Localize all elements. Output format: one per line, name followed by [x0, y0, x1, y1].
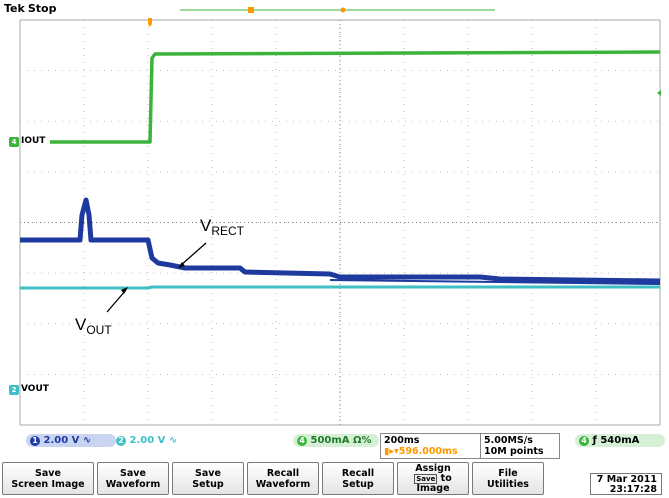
waveform-display — [19, 7, 661, 426]
assign-to: to — [440, 472, 452, 484]
recall-waveform-button[interactable]: Recall Waveform — [247, 462, 319, 495]
ch1-scale: 2.00 V — [43, 435, 80, 446]
ch4-scale-readout[interactable]: 4 500mA Ω% — [293, 434, 379, 447]
ch1-badge: 1 — [30, 436, 40, 446]
trigger-level-marker — [657, 90, 661, 96]
sample-rate: 5.00MS/s — [484, 435, 533, 446]
save-key-icon: Save — [414, 473, 438, 484]
graticule-grid — [19, 19, 661, 426]
recall-setup-line2: Setup — [342, 478, 374, 490]
ch4-scale: 500mA Ω% — [310, 435, 372, 446]
assign-save-button[interactable]: Assign Save to Image — [397, 462, 469, 495]
vrect-main: V — [200, 216, 212, 235]
trace-vrect-noise — [329, 279, 661, 285]
vrect-arrow-head — [178, 262, 185, 268]
trigger-position-prefix: ▮▸▾ — [384, 446, 399, 457]
assign-line2: Save to — [398, 472, 468, 484]
vrect-arrow — [179, 242, 207, 267]
save-setup-line1: Save — [195, 467, 221, 479]
trigger-position: ▮▸▾596.000ms — [384, 446, 477, 457]
file-utilities-line2: Utilities — [487, 478, 529, 490]
recall-setup-button[interactable]: Recall Setup — [322, 462, 394, 495]
recall-waveform-line1: Recall — [266, 467, 300, 479]
recall-waveform-line2: Waveform — [255, 478, 311, 490]
date: 7 Mar 2011 — [596, 474, 657, 485]
ch4-badge: 4 — [297, 436, 307, 446]
save-waveform-line1: Save — [120, 467, 146, 479]
ch4-marker-icon[interactable]: 4 — [9, 137, 19, 147]
vout-sub: OUT — [86, 323, 112, 337]
ch-vout-label: VOUT — [21, 384, 49, 394]
trigger-slope-icon: ƒ — [592, 435, 597, 446]
trace-vout — [20, 285, 660, 290]
time: 23:17:28 — [609, 484, 657, 495]
vout-arrow — [106, 289, 127, 313]
trace-vrect — [20, 197, 661, 284]
ch-iout-label: IOUT — [21, 136, 46, 146]
assign-line3: Image — [416, 482, 450, 494]
save-waveform-line2: Waveform — [105, 478, 161, 490]
save-setup-line2: Setup — [192, 478, 224, 490]
date-time-display: 7 Mar 2011 23:17:28 — [590, 473, 662, 495]
ch2-scale-readout[interactable]: 2 2.00 V ∿ — [112, 434, 200, 447]
recall-setup-line1: Recall — [341, 467, 375, 479]
horizontal-readout[interactable]: 200ms ▮▸▾596.000ms — [380, 433, 481, 459]
ch1-coupling-icon: ∿ — [82, 435, 92, 446]
timebase: 200ms — [384, 435, 420, 446]
bottom-menu: Save Screen Image Save Waveform Save Set… — [0, 460, 669, 498]
ch1-scale-readout[interactable]: 1 2.00 V ∿ — [26, 434, 116, 447]
vrect-annotation: VRECT — [200, 216, 244, 238]
save-screen-image-button[interactable]: Save Screen Image — [2, 462, 94, 495]
vout-annotation: VOUT — [75, 315, 112, 337]
ch2-marker-icon[interactable]: 2 — [9, 385, 19, 395]
save-setup-button[interactable]: Save Setup — [172, 462, 244, 495]
vout-arrow-head — [121, 287, 128, 294]
brand-logo: Tek — [4, 2, 25, 15]
record-length: 10M points — [484, 446, 544, 457]
assign-line1: Assign — [415, 462, 451, 474]
traces — [20, 50, 661, 290]
save-screen-image-line2: Screen Image — [11, 478, 85, 490]
save-screen-image-line1: Save — [35, 467, 61, 479]
brand-status: Tek Stop — [4, 2, 56, 15]
ch2-badge: 2 — [116, 436, 126, 446]
trigger-source-badge: 4 — [579, 436, 589, 446]
save-waveform-button[interactable]: Save Waveform — [97, 462, 169, 495]
trigger-view-marker — [340, 7, 346, 13]
file-utilities-button[interactable]: File Utilities — [472, 462, 544, 495]
trigger-position-value: 596.000ms — [398, 446, 458, 457]
vrect-sub: RECT — [211, 224, 245, 238]
acquisition-state: Stop — [27, 2, 57, 15]
trigger-level: 540mA — [600, 435, 640, 446]
ch2-scale: 2.00 V — [129, 435, 166, 446]
record-view-marker — [248, 7, 254, 13]
vout-main: V — [75, 315, 87, 334]
trigger-readout[interactable]: 4 ƒ 540mA — [575, 434, 665, 447]
acquisition-readout[interactable]: 5.00MS/s 10M points — [480, 433, 560, 459]
trace-iout — [50, 50, 661, 144]
trigger-position-icon — [148, 18, 152, 27]
status-bar: 1 2.00 V ∿ 2 2.00 V ∿ 4 500mA Ω% 200ms ▮… — [0, 430, 669, 460]
ch2-coupling-icon: ∿ — [168, 435, 178, 446]
file-utilities-line1: File — [498, 467, 518, 479]
